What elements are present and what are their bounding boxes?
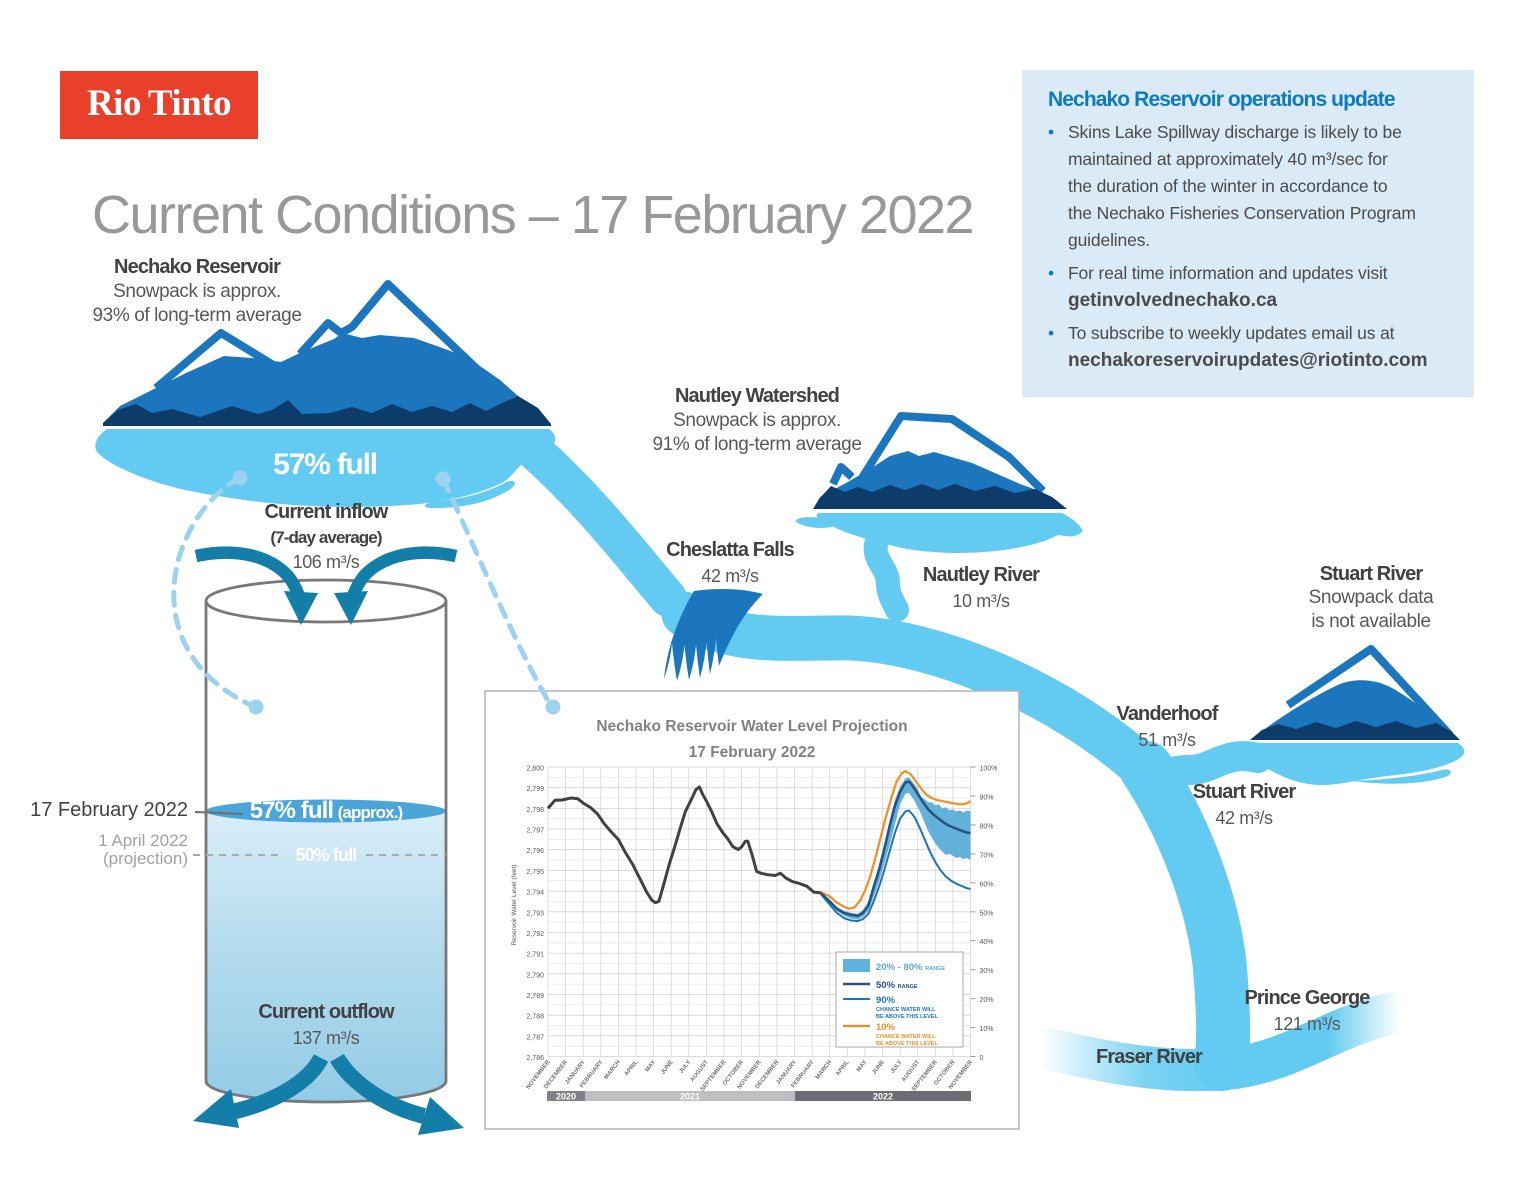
svg-text:50% RANGE: 50% RANGE	[876, 980, 918, 991]
svg-text:60%: 60%	[980, 881, 994, 888]
svg-text:90%: 90%	[876, 995, 896, 1006]
svg-text:2,786: 2,786	[526, 1055, 544, 1062]
svg-text:17 February 2022: 17 February 2022	[689, 744, 816, 761]
svg-text:100%: 100%	[980, 766, 998, 773]
svg-text:80%: 80%	[980, 823, 994, 830]
svg-text:20% - 80% RANGE: 20% - 80% RANGE	[876, 962, 945, 973]
svg-text:2,798: 2,798	[526, 807, 544, 814]
svg-text:Nechako Reservoir Water Level: Nechako Reservoir Water Level Projection	[596, 718, 907, 735]
svg-text:Reservoir Water Level (feet): Reservoir Water Level (feet)	[511, 864, 518, 945]
svg-text:2,790: 2,790	[526, 972, 544, 979]
svg-text:10%: 10%	[980, 1026, 994, 1033]
svg-text:2,791: 2,791	[526, 952, 544, 959]
svg-text:2,792: 2,792	[526, 931, 544, 938]
svg-text:2,794: 2,794	[526, 890, 544, 897]
svg-text:BE ABOVE THIS LEVEL: BE ABOVE THIS LEVEL	[876, 1041, 938, 1047]
svg-text:2,789: 2,789	[526, 993, 544, 1000]
svg-text:2021: 2021	[680, 1092, 700, 1102]
svg-text:2,787: 2,787	[526, 1034, 544, 1041]
svg-text:2020: 2020	[556, 1092, 576, 1102]
svg-text:CHANCE WATER WILL: CHANCE WATER WILL	[876, 1034, 936, 1040]
svg-text:10%: 10%	[876, 1022, 896, 1033]
svg-text:40%: 40%	[980, 939, 994, 946]
svg-text:0: 0	[980, 1055, 984, 1062]
svg-text:90%: 90%	[980, 795, 994, 802]
svg-text:2,800: 2,800	[526, 766, 544, 773]
svg-text:2,788: 2,788	[526, 1014, 544, 1021]
svg-text:30%: 30%	[980, 968, 994, 975]
svg-text:2022: 2022	[873, 1092, 893, 1102]
svg-text:BE ABOVE THIS LEVEL: BE ABOVE THIS LEVEL	[876, 1014, 938, 1020]
svg-text:2,797: 2,797	[526, 828, 544, 835]
svg-text:50%: 50%	[980, 910, 994, 917]
svg-text:2,793: 2,793	[526, 910, 544, 917]
svg-text:2,795: 2,795	[526, 869, 544, 876]
svg-text:CHANCE WATER WILL: CHANCE WATER WILL	[876, 1007, 936, 1013]
svg-text:2,796: 2,796	[526, 848, 544, 855]
svg-text:20%: 20%	[980, 997, 994, 1004]
svg-text:70%: 70%	[980, 852, 994, 859]
svg-text:2,799: 2,799	[526, 786, 544, 793]
